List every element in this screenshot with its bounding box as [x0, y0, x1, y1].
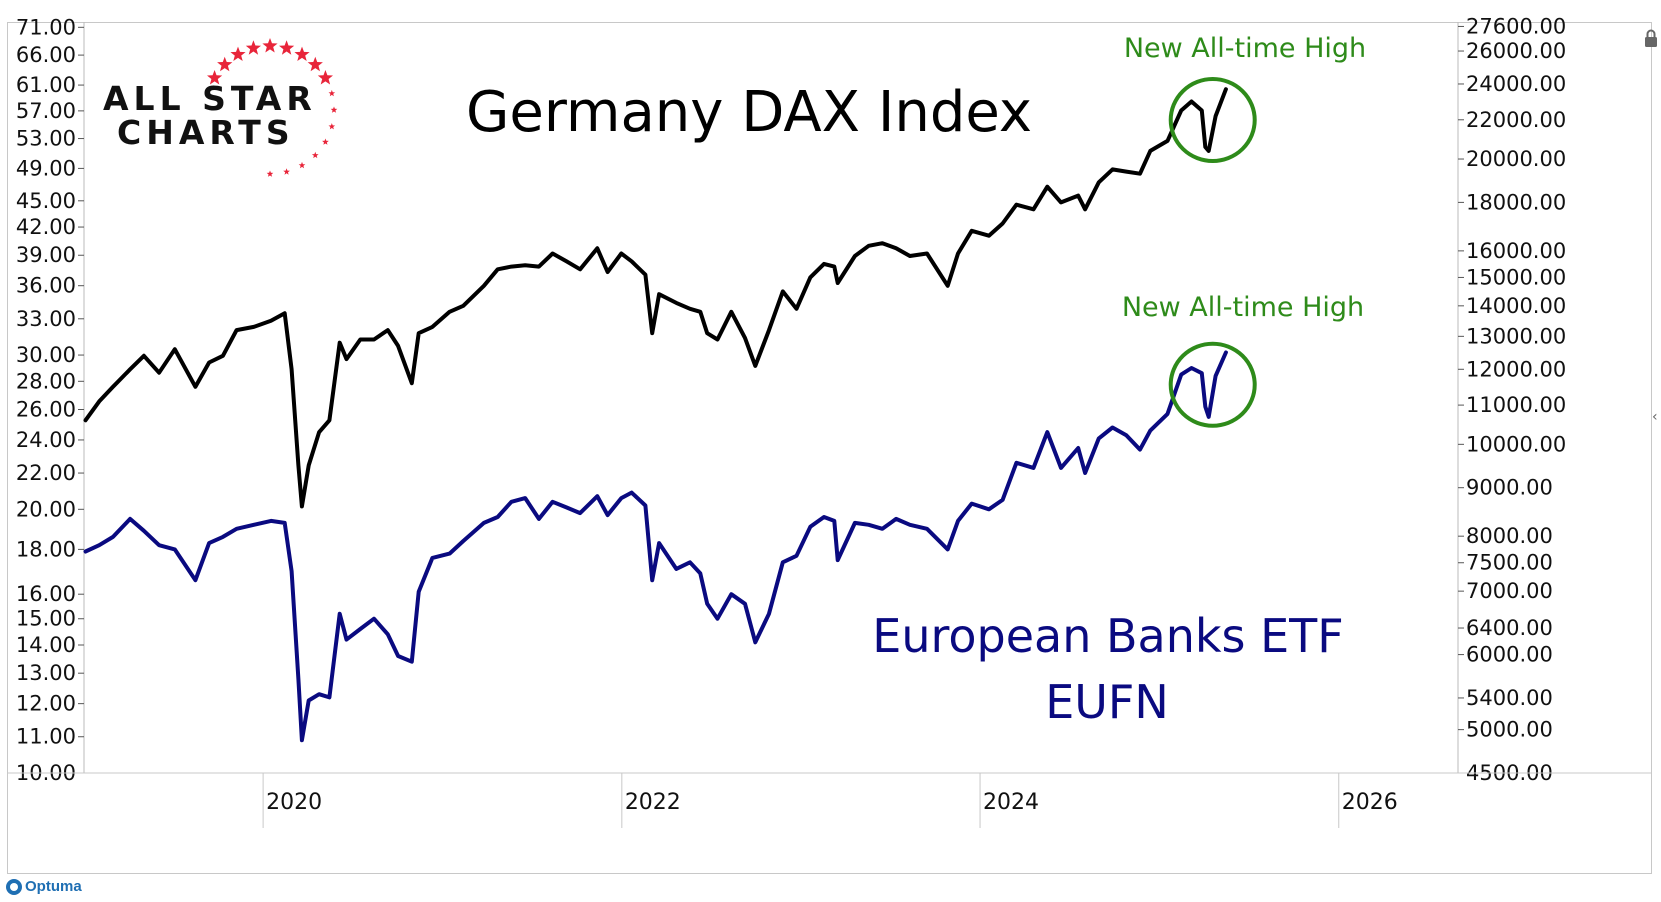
star-icon	[262, 38, 278, 53]
y-left-tick-label: 24.00	[16, 428, 76, 452]
star-icon	[311, 151, 319, 159]
x-tick-label: 2026	[1342, 790, 1398, 815]
y-left-tick-label: 49.00	[16, 156, 76, 180]
y-right-tick-label: 6400.00	[1466, 616, 1553, 640]
y-right-tick-label: 27600.00	[1466, 14, 1566, 38]
y-left-tick-label: 66.00	[16, 43, 76, 67]
star-icon	[307, 56, 323, 72]
y-left-tick-label: 30.00	[16, 343, 76, 367]
ath-eufn-circle	[1168, 341, 1257, 428]
y-right-tick-label: 5000.00	[1466, 718, 1553, 742]
y-left-tick-label: 15.00	[16, 607, 76, 631]
optuma-brand[interactable]: Optuma	[6, 878, 82, 895]
star-icon	[294, 46, 310, 61]
y-left-tick-label: 36.00	[16, 274, 76, 298]
y-left-tick-label: 12.00	[16, 692, 76, 716]
ath-dax-circle	[1168, 77, 1257, 164]
y-left-tick-label: 16.00	[16, 582, 76, 606]
star-icon	[279, 40, 295, 55]
y-right-tick-label: 24000.00	[1466, 72, 1566, 96]
star-icon	[283, 168, 290, 175]
y-left-tick-label: 14.00	[16, 633, 76, 657]
x-axis: 2020 2022 2024 2026	[7, 772, 1652, 828]
logo-line2: CHARTS	[117, 113, 295, 152]
y-right-tick-label: 9000.00	[1466, 476, 1553, 500]
star-icon	[230, 46, 246, 61]
chart-frame	[7, 22, 1652, 874]
collapse-panel-icon[interactable]: ‹	[1652, 409, 1658, 425]
star-icon	[328, 89, 336, 97]
x-tick-label: 2022	[625, 790, 681, 815]
star-icon	[322, 138, 329, 145]
y-right-tick-label: 16000.00	[1466, 239, 1566, 263]
series-layer	[83, 87, 1228, 743]
y-right-tick-label: 11000.00	[1466, 393, 1566, 417]
star-icon	[245, 40, 261, 55]
y-right-tick-label: 6000.00	[1466, 643, 1553, 667]
star-icon	[298, 161, 306, 169]
optuma-label: Optuma	[25, 878, 82, 895]
star-icon	[317, 70, 333, 85]
y-left-tick-label: 61.00	[16, 73, 76, 97]
all-star-charts-logo	[207, 38, 338, 177]
y-left-tick-label: 20.00	[16, 497, 76, 521]
y-right-tick-label: 14000.00	[1466, 294, 1566, 318]
y-right-tick-label: 18000.00	[1466, 190, 1566, 214]
y-right-tick-label: 7500.00	[1466, 551, 1553, 575]
logo-line1: ALL STAR	[103, 79, 317, 118]
eufn-series-line	[83, 350, 1228, 743]
x-tick-label: 2020	[266, 790, 322, 815]
y-right-tick-label: 10000.00	[1466, 432, 1566, 456]
eufn-label-line1: European Banks ETF	[872, 609, 1343, 663]
y-right-tick-label: 7000.00	[1466, 579, 1553, 603]
y-right-tick-label: 13000.00	[1466, 324, 1566, 348]
y-right-tick-label: 20000.00	[1466, 147, 1566, 171]
y-left-tick-label: 33.00	[16, 307, 76, 331]
y-left-tick-label: 26.00	[16, 397, 76, 421]
eufn-label-line2: EUFN	[1045, 675, 1169, 729]
y-right-tick-label: 15000.00	[1466, 265, 1566, 289]
dax-series-line	[83, 87, 1228, 509]
chart-title: Germany DAX Index	[466, 80, 1032, 145]
optuma-logo-icon	[6, 878, 22, 895]
y-right-tick-label: 12000.00	[1466, 357, 1566, 381]
y-axis-right: 4500.005000.005400.006000.006400.007000.…	[1457, 14, 1566, 785]
y-left-tick-label: 39.00	[16, 243, 76, 267]
annotation-layer: Germany DAX Index New All-time High New …	[103, 33, 1366, 729]
lock-icon[interactable]	[1643, 28, 1659, 48]
y-right-tick-label: 22000.00	[1466, 108, 1566, 132]
star-icon	[217, 56, 233, 72]
y-left-tick-label: 13.00	[16, 661, 76, 685]
x-tick-label: 2024	[983, 790, 1039, 815]
y-left-tick-label: 28.00	[16, 369, 76, 393]
y-left-tick-label: 53.00	[16, 127, 76, 151]
y-left-tick-label: 18.00	[16, 537, 76, 561]
y-right-tick-label: 5400.00	[1466, 686, 1553, 710]
y-right-tick-label: 26000.00	[1466, 39, 1566, 63]
y-axis-left: 10.0011.0012.0013.0014.0015.0016.0018.00…	[16, 15, 85, 785]
star-icon	[330, 106, 338, 113]
star-icon	[328, 123, 336, 130]
y-left-tick-label: 57.00	[16, 99, 76, 123]
y-left-tick-label: 71.00	[16, 15, 76, 39]
y-right-tick-label: 8000.00	[1466, 524, 1553, 548]
ath-eufn-text: New All-time High	[1122, 292, 1364, 323]
y-left-tick-label: 45.00	[16, 189, 76, 213]
star-icon	[207, 70, 223, 85]
y-left-tick-label: 42.00	[16, 215, 76, 239]
y-left-tick-label: 11.00	[16, 725, 76, 749]
star-icon	[266, 170, 274, 177]
highlight-layer	[1168, 77, 1257, 428]
y-left-tick-label: 22.00	[16, 461, 76, 485]
ath-dax-text: New All-time High	[1124, 33, 1366, 64]
